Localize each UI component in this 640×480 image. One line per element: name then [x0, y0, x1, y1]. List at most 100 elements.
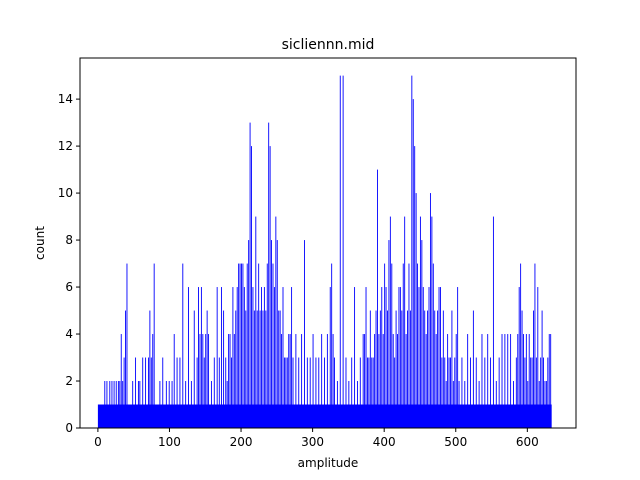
bar	[457, 287, 459, 428]
bar	[405, 334, 407, 428]
bar	[190, 381, 192, 428]
bar	[120, 334, 122, 428]
bar	[279, 310, 281, 428]
bar	[246, 263, 248, 428]
bar	[527, 381, 529, 428]
bar	[162, 357, 164, 428]
bar	[233, 334, 235, 428]
bar	[447, 334, 449, 428]
bar	[391, 263, 393, 428]
bar	[329, 287, 331, 428]
bar	[119, 381, 121, 428]
bar	[444, 357, 446, 428]
bar	[193, 310, 195, 428]
bar	[261, 287, 262, 428]
bar	[182, 263, 184, 428]
bar	[153, 263, 155, 428]
x-tick-label: 200	[230, 435, 253, 449]
bar	[173, 334, 175, 428]
bar	[229, 334, 231, 428]
bar	[359, 357, 361, 428]
bar	[490, 357, 492, 428]
bar	[117, 381, 119, 428]
bar	[315, 357, 317, 428]
bar	[427, 310, 429, 428]
bar	[309, 357, 311, 428]
bar	[378, 334, 380, 428]
bar	[231, 357, 232, 428]
bar	[374, 334, 376, 428]
bar	[524, 357, 526, 428]
y-tick-label: 12	[58, 139, 73, 153]
bar	[268, 122, 270, 428]
bar	[239, 263, 241, 428]
bar	[455, 334, 457, 428]
bar	[543, 357, 544, 428]
bar	[321, 334, 323, 428]
bar	[196, 357, 198, 428]
x-tick-label: 0	[94, 435, 102, 449]
bar	[367, 357, 368, 428]
bar	[289, 334, 291, 428]
bar	[538, 381, 540, 428]
bar	[548, 334, 550, 428]
bar	[381, 287, 383, 428]
bar	[228, 334, 230, 428]
bar	[523, 334, 524, 428]
bar	[249, 122, 251, 428]
bar	[521, 310, 523, 428]
plot-frame	[79, 57, 577, 429]
bar	[142, 357, 144, 428]
bar	[159, 381, 161, 428]
bar	[375, 310, 377, 428]
bar	[513, 381, 514, 428]
bar	[251, 146, 252, 428]
bar	[283, 357, 285, 428]
bar	[348, 381, 350, 428]
bar	[168, 381, 170, 428]
bar	[429, 193, 431, 428]
bar	[265, 310, 267, 428]
bar	[263, 287, 265, 428]
bar	[271, 240, 272, 428]
bar	[218, 357, 220, 428]
bar	[448, 357, 450, 428]
bar	[540, 357, 542, 428]
bar	[165, 381, 167, 428]
bar	[510, 334, 512, 428]
bar	[421, 240, 423, 428]
bar	[205, 334, 207, 428]
bar	[135, 357, 137, 428]
y-axis-ticks: 0 2 4 6 8 10 12 14	[58, 92, 80, 435]
bar	[147, 357, 149, 428]
bar	[533, 310, 534, 428]
bar	[530, 357, 532, 428]
bar	[481, 334, 483, 428]
bar	[306, 357, 308, 428]
bar	[432, 263, 434, 428]
bar	[288, 334, 290, 428]
bar	[445, 381, 447, 428]
bar	[236, 287, 238, 428]
x-tick-label: 500	[444, 435, 467, 449]
bar	[252, 287, 254, 428]
bar	[384, 263, 386, 428]
bar	[418, 287, 420, 428]
bar	[255, 216, 257, 428]
bar	[185, 381, 187, 428]
bar	[198, 287, 199, 428]
bar	[104, 381, 106, 428]
bar	[402, 263, 404, 428]
bar	[113, 381, 115, 428]
bar	[409, 310, 411, 428]
bar	[286, 357, 288, 428]
bar	[450, 357, 451, 428]
bar	[282, 287, 284, 428]
bar	[276, 240, 278, 428]
bar	[132, 381, 134, 428]
bar	[431, 216, 433, 428]
bar	[272, 263, 274, 428]
bar	[454, 357, 456, 428]
bar	[238, 263, 240, 428]
